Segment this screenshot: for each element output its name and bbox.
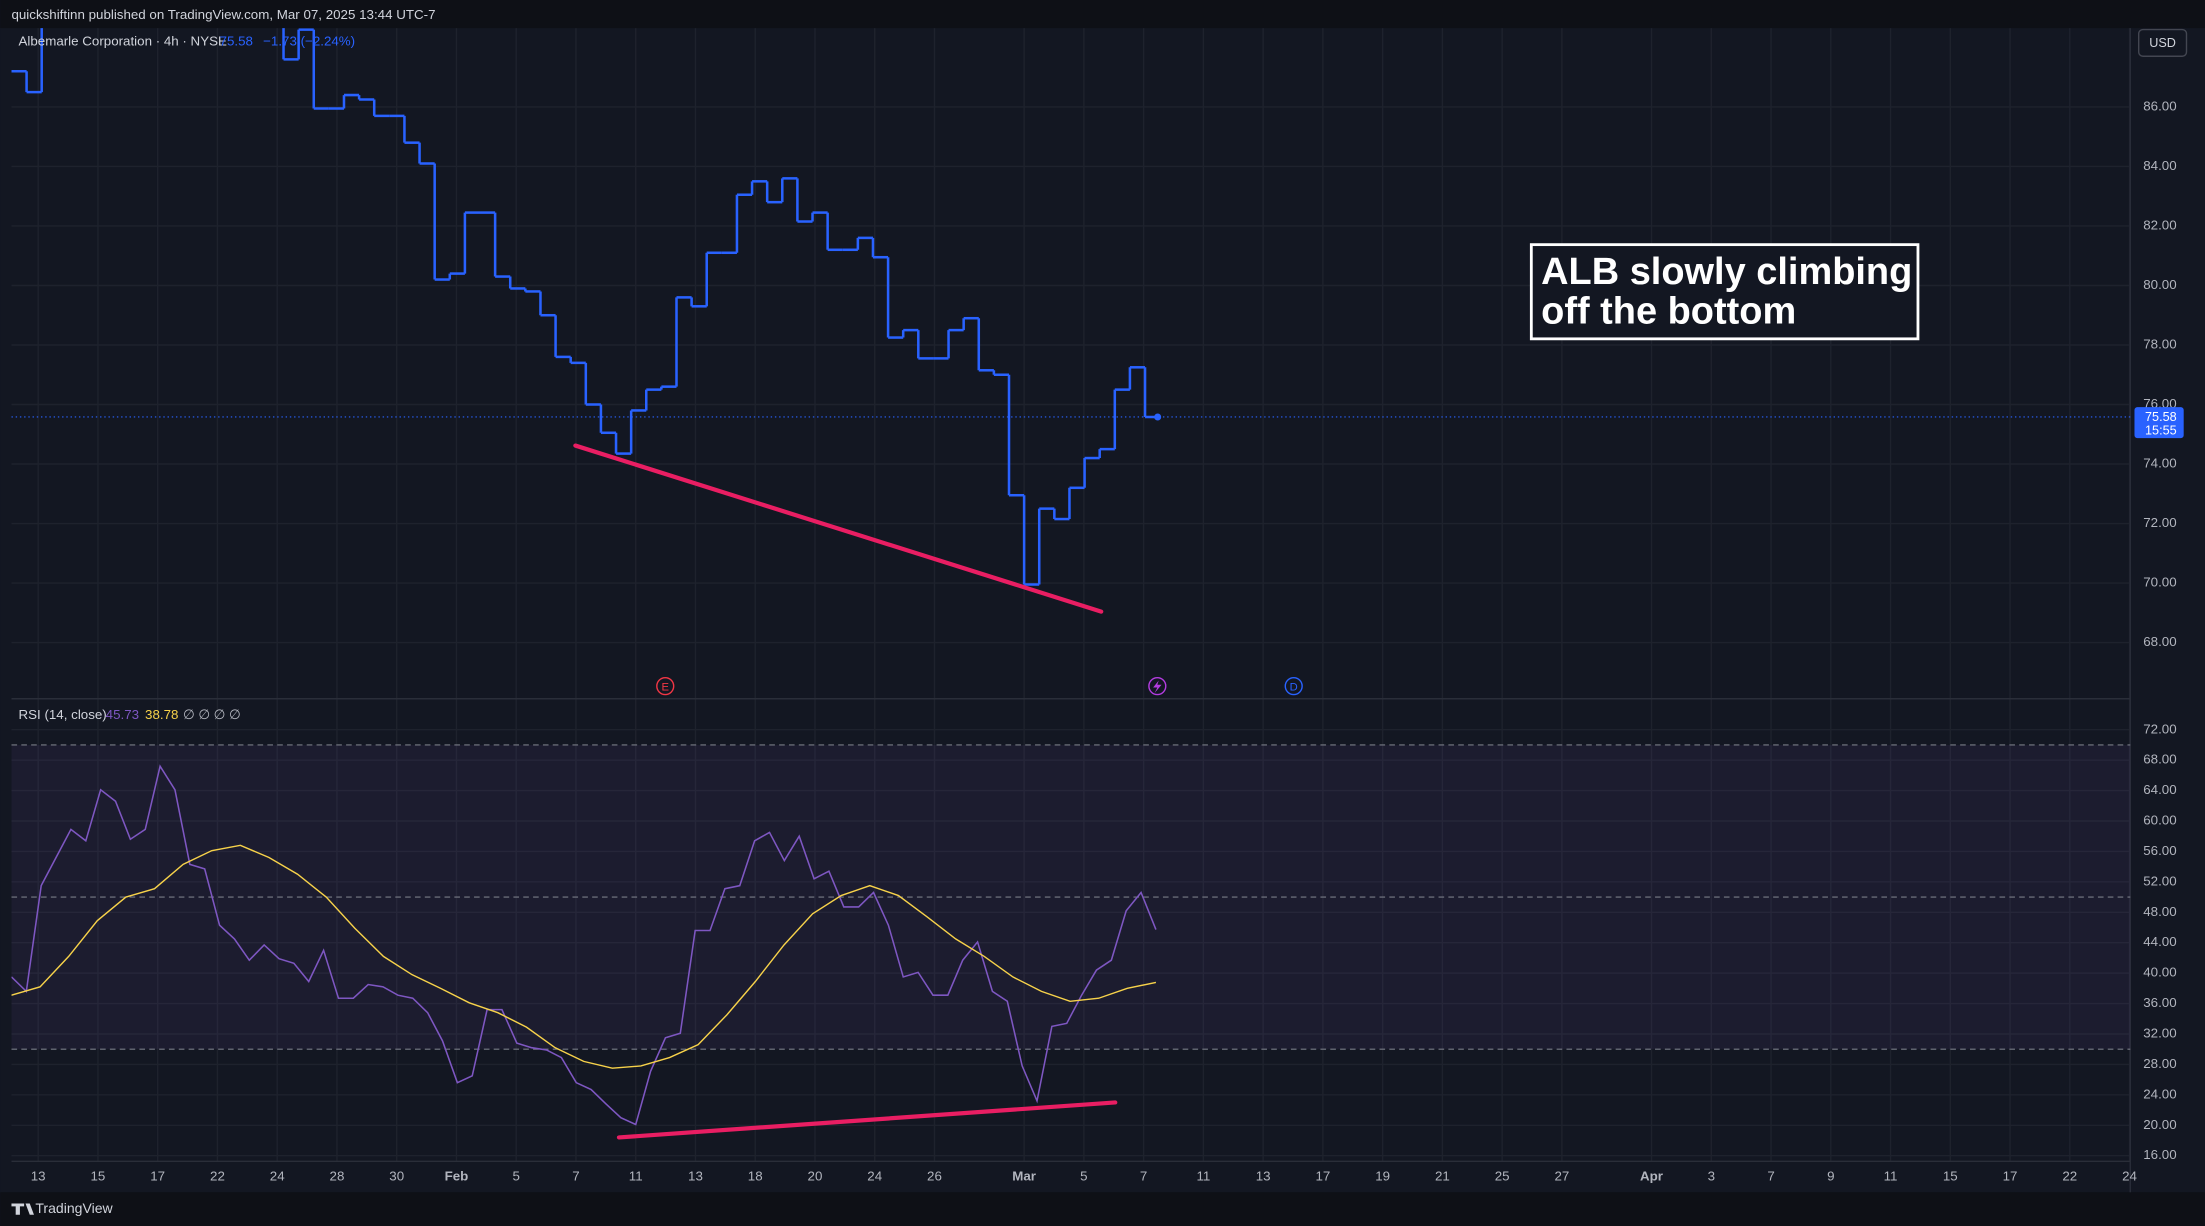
x-tick-label: 9 xyxy=(1827,1168,1834,1183)
x-tick-label: 28 xyxy=(330,1168,345,1183)
x-tick-label: 24 xyxy=(270,1168,285,1183)
currency-box[interactable] xyxy=(2137,28,2188,57)
x-tick-label: 13 xyxy=(688,1168,703,1183)
logo xyxy=(11,1203,34,1215)
rsi-value: 45.73 xyxy=(106,707,139,722)
last-price-dot xyxy=(1154,413,1162,421)
footer-bar xyxy=(0,1192,2205,1226)
currency[interactable]: USD xyxy=(2149,36,2176,50)
y-tick-label: 40.00 xyxy=(2143,965,2176,980)
x-tick-label: 22 xyxy=(210,1168,225,1183)
x-tick-label: 3 xyxy=(1708,1168,1715,1183)
y-tick-label: 56.00 xyxy=(2143,843,2176,858)
earnings-label[interactable]: E xyxy=(661,681,669,693)
x-tick-label: 17 xyxy=(150,1168,165,1183)
trendline xyxy=(573,443,1104,614)
x-tick-label: 26 xyxy=(927,1168,942,1183)
x-tick-label: 5 xyxy=(513,1168,520,1183)
x-tick-label: Apr xyxy=(1640,1168,1663,1183)
y-tick-label: 74.00 xyxy=(2143,456,2176,471)
x-tick-label: 13 xyxy=(31,1168,46,1183)
y-tick-label: 60.00 xyxy=(2143,813,2176,828)
x-tick-label: 24 xyxy=(867,1168,882,1183)
y-tick-label: 84.00 xyxy=(2143,158,2176,173)
x-tick-label: 5 xyxy=(1080,1168,1087,1183)
dividend-label[interactable]: D xyxy=(1290,681,1298,693)
publish-info: quickshiftinn published on TradingView.c… xyxy=(11,7,435,22)
split-glyph xyxy=(1153,680,1162,694)
price-tag-countdown: 15:55 xyxy=(2145,423,2177,437)
x-tick-label: 7 xyxy=(1767,1168,1774,1183)
rsi-na: ∅ ∅ ∅ ∅ xyxy=(183,707,241,722)
y-tick-label: 64.00 xyxy=(2143,782,2176,797)
series-group xyxy=(11,764,1157,1126)
x-tick-label: Mar xyxy=(1012,1168,1036,1183)
y-tick-label: 70.00 xyxy=(2143,575,2176,590)
annotation-line: off the bottom xyxy=(1541,291,1796,333)
price-tag xyxy=(2134,407,2184,439)
y-tick-label: 32.00 xyxy=(2143,1026,2176,1041)
rsi-line xyxy=(11,764,1157,1126)
series-group xyxy=(11,28,1158,586)
header-bar xyxy=(0,0,2205,29)
rsi-line xyxy=(11,844,1157,1069)
x-tick-label: 17 xyxy=(1315,1168,1330,1183)
x-tick-label: 27 xyxy=(1554,1168,1569,1183)
x-tick-label: 15 xyxy=(91,1168,106,1183)
y-tick-label: 82.00 xyxy=(2143,218,2176,233)
y-tick-label: 24.00 xyxy=(2143,1086,2176,1101)
annotation-box xyxy=(1529,243,1920,341)
y-tick-label: 28.00 xyxy=(2143,1056,2176,1071)
y-tick-label: 36.00 xyxy=(2143,995,2176,1010)
earnings-icon[interactable] xyxy=(656,676,675,696)
x-tick-label: Feb xyxy=(445,1168,469,1183)
x-tick-label: 18 xyxy=(748,1168,763,1183)
annotation-line: ALB slowly climbing xyxy=(1541,251,1912,293)
rsi-title: RSI (14, close) xyxy=(19,707,107,722)
x-tick-label: 13 xyxy=(1256,1168,1271,1183)
y-tick-label: 68.00 xyxy=(2143,752,2176,767)
x-tick-label: 11 xyxy=(1884,1168,1898,1183)
y-tick-label: 80.00 xyxy=(2143,277,2176,292)
x-tick-label: 11 xyxy=(1196,1168,1210,1183)
y-tick-label: 86.00 xyxy=(2143,98,2176,113)
x-tick-label: 11 xyxy=(629,1168,643,1183)
last-price: 75.58 xyxy=(220,34,253,49)
grid xyxy=(11,28,2131,1162)
x-tick-label: 17 xyxy=(2003,1168,2018,1183)
x-tick-label: 7 xyxy=(1140,1168,1147,1183)
price-tag-value: 75.58 xyxy=(2145,410,2177,424)
y-tick-label: 78.00 xyxy=(2143,337,2176,352)
x-tick-label: 25 xyxy=(1495,1168,1510,1183)
symbol-title: Albemarle Corporation · 4h · NYSE xyxy=(19,34,227,49)
y-tick-label: 68.00 xyxy=(2143,634,2176,649)
y-tick-label: 48.00 xyxy=(2143,904,2176,919)
dividend-icon[interactable] xyxy=(1284,676,1303,696)
y-tick-label: 72.00 xyxy=(2143,721,2176,736)
x-tick-label: 15 xyxy=(1943,1168,1958,1183)
x-tick-label: 21 xyxy=(1435,1168,1450,1183)
y-tick-label: 44.00 xyxy=(2143,934,2176,949)
x-tick-label: 22 xyxy=(2062,1168,2077,1183)
x-tick-label: 30 xyxy=(389,1168,404,1183)
step-connector xyxy=(25,28,1147,585)
x-tick-label: 7 xyxy=(572,1168,579,1183)
price-change: −1.73 (−2.24%) xyxy=(263,34,355,49)
trendline xyxy=(616,1100,1118,1140)
y-tick-label: 72.00 xyxy=(2143,515,2176,530)
x-tick-label: 24 xyxy=(2122,1168,2137,1183)
y-tick-label: 52.00 xyxy=(2143,873,2176,888)
x-tick-label: 19 xyxy=(1375,1168,1390,1183)
y-tick-label: 20.00 xyxy=(2143,1117,2176,1132)
brand: TradingView xyxy=(35,1200,113,1216)
plot xyxy=(11,28,2131,1140)
rsi-ma-value: 38.78 xyxy=(145,707,178,722)
y-tick-label: 16.00 xyxy=(2143,1147,2176,1162)
x-tick-label: 20 xyxy=(808,1168,823,1183)
